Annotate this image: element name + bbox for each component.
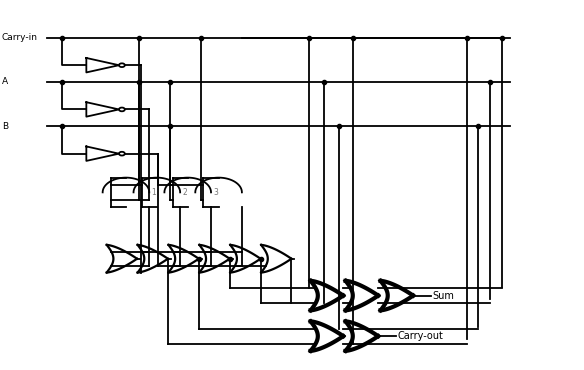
Text: 3: 3: [213, 188, 218, 197]
Text: 1: 1: [151, 188, 156, 197]
Text: B: B: [2, 121, 8, 131]
Text: Carry-out: Carry-out: [398, 331, 443, 341]
Text: Sum: Sum: [432, 290, 454, 300]
Text: A: A: [2, 77, 8, 86]
Text: Carry-in: Carry-in: [2, 33, 38, 42]
Text: 2: 2: [182, 188, 187, 197]
